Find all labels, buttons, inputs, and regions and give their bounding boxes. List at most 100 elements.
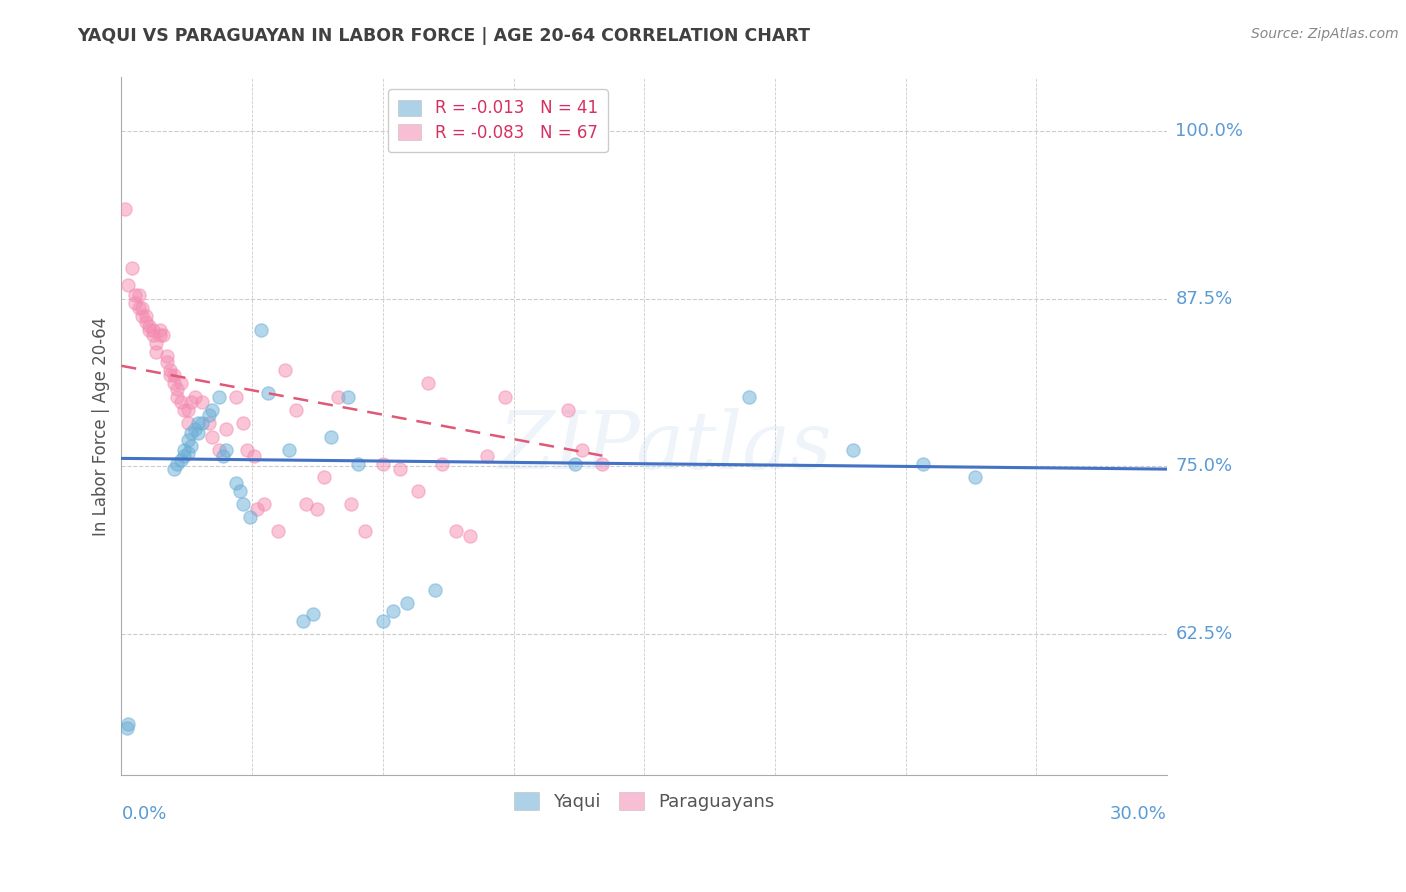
Point (382, 604, 405, 618)
Point (166, 390, 188, 404)
Point (114, 202, 136, 216)
Point (912, 457, 935, 471)
Point (371, 614, 394, 628)
Text: 62.5%: 62.5% (1175, 625, 1233, 643)
Point (253, 497, 276, 511)
Point (176, 417, 198, 431)
Point (170, 452, 193, 467)
Point (142, 328, 165, 343)
Point (166, 382, 188, 396)
Point (173, 449, 195, 463)
Point (135, 314, 157, 328)
Point (149, 323, 172, 337)
Point (121, 260, 143, 275)
Point (142, 323, 165, 337)
Point (183, 422, 205, 436)
Point (295, 497, 318, 511)
Point (250, 323, 273, 337)
Point (197, 409, 219, 423)
Point (267, 524, 290, 538)
Point (591, 457, 613, 471)
Point (115, 721, 138, 735)
Point (965, 470, 987, 484)
Point (340, 497, 363, 511)
Text: 87.5%: 87.5% (1175, 290, 1233, 308)
Point (180, 395, 202, 409)
Point (738, 390, 761, 404)
Point (208, 390, 231, 404)
Point (138, 318, 160, 333)
Point (163, 462, 186, 476)
Point (138, 323, 160, 337)
Point (183, 390, 205, 404)
Text: 30.0%: 30.0% (1111, 805, 1167, 823)
Point (135, 309, 157, 323)
Point (128, 301, 150, 315)
Point (166, 457, 188, 471)
Text: 100.0%: 100.0% (1175, 122, 1243, 140)
Point (152, 328, 174, 343)
Point (145, 336, 167, 351)
Point (180, 425, 202, 440)
Point (197, 417, 219, 431)
Point (215, 422, 238, 436)
Point (347, 457, 370, 471)
Point (173, 443, 195, 458)
Point (117, 717, 139, 731)
Point (494, 390, 516, 404)
Point (176, 446, 198, 460)
Point (284, 403, 307, 417)
Point (208, 443, 231, 458)
Point (291, 614, 314, 628)
Point (236, 443, 259, 458)
Point (163, 368, 186, 383)
Point (239, 510, 262, 524)
Text: Source: ZipAtlas.com: Source: ZipAtlas.com (1251, 27, 1399, 41)
Point (232, 497, 254, 511)
Legend: Yaqui, Paraguayans: Yaqui, Paraguayans (506, 785, 782, 818)
Text: 0.0%: 0.0% (121, 805, 167, 823)
Point (842, 443, 865, 458)
Point (190, 395, 212, 409)
Point (371, 457, 394, 471)
Point (187, 425, 209, 440)
Point (149, 328, 172, 343)
Point (277, 443, 299, 458)
Point (243, 449, 266, 463)
Point (187, 417, 209, 431)
Text: YAQUI VS PARAGUAYAN IN LABOR FORCE | AGE 20-64 CORRELATION CHART: YAQUI VS PARAGUAYAN IN LABOR FORCE | AGE… (77, 27, 810, 45)
Point (201, 430, 224, 444)
Point (117, 278, 139, 293)
Point (163, 376, 186, 391)
Point (302, 607, 325, 621)
Point (337, 390, 360, 404)
Point (201, 403, 224, 417)
Point (190, 417, 212, 431)
Point (418, 376, 440, 391)
Point (180, 439, 202, 453)
Point (256, 385, 278, 400)
Point (131, 309, 153, 323)
Point (176, 433, 198, 447)
Text: 75.0%: 75.0% (1175, 458, 1233, 475)
Point (225, 475, 247, 490)
Point (274, 363, 297, 377)
Point (211, 449, 233, 463)
Point (564, 457, 586, 471)
Point (444, 524, 467, 538)
Point (225, 390, 247, 404)
Point (124, 287, 146, 301)
Point (176, 403, 198, 417)
Point (159, 368, 181, 383)
Point (170, 376, 193, 391)
Point (477, 449, 499, 463)
Point (458, 529, 481, 543)
Point (305, 502, 328, 516)
Point (389, 462, 412, 476)
Point (145, 345, 167, 359)
Point (229, 483, 252, 498)
Point (215, 443, 238, 458)
Point (406, 483, 429, 498)
Point (354, 524, 377, 538)
Point (156, 350, 179, 364)
